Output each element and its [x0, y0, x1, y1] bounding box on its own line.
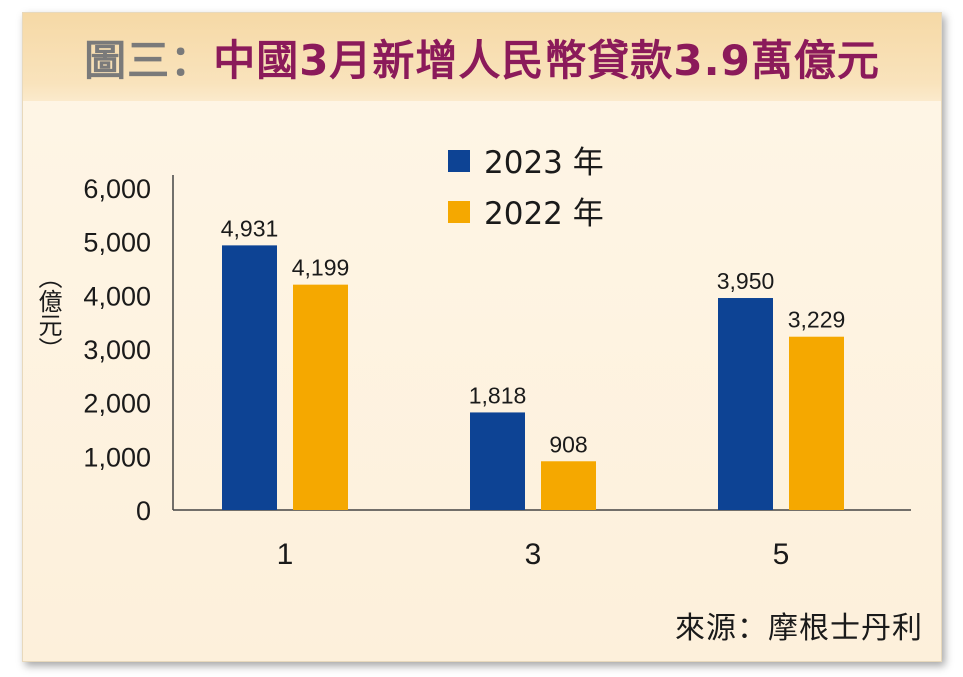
bar-chart: 0 1,000 2,000 3,000 4,000 5,000 6,000 （億元） 4,931… [34, 145, 911, 571]
y-tick-label: 3,000 [83, 335, 151, 365]
data-label: 908 [549, 431, 587, 457]
source-note: 來源：摩根士丹利 [675, 611, 923, 646]
legend-swatch [448, 150, 470, 172]
data-label: 3,229 [788, 307, 846, 333]
bar [293, 284, 348, 510]
chart-card: 圖三： 中國3月新增人民幣貸款3.9萬億元 0 1,000 2,000 3,000 4,… [22, 12, 942, 662]
legend-swatch [448, 201, 470, 223]
y-tick-label: 6,000 [83, 174, 151, 204]
x-tick-label: 1 [277, 538, 294, 571]
chart-title: 圖三： 中國3月新增人民幣貸款3.9萬億元 [23, 13, 941, 101]
y-axis-label: （億元） [34, 265, 62, 361]
y-tick-label: 1,000 [83, 442, 151, 472]
data-label: 4,931 [221, 215, 279, 241]
title-main: 中國3月新增人民幣貸款3.9萬億元 [213, 35, 880, 85]
y-tick-label: 4,000 [83, 281, 151, 311]
legend-label: 2023 年 [484, 145, 604, 181]
y-tick-label: 5,000 [83, 228, 151, 258]
legend-label: 2022 年 [484, 196, 604, 232]
bar [470, 412, 525, 510]
bar [789, 336, 844, 510]
data-label: 4,199 [292, 255, 350, 281]
bar [541, 461, 596, 510]
data-label: 1,818 [469, 382, 527, 408]
x-tick-label: 3 [525, 538, 542, 571]
data-label: 3,950 [717, 268, 775, 294]
title-prefix: 圖三： [84, 35, 214, 85]
y-tick-label: 2,000 [83, 389, 151, 419]
bar [718, 298, 773, 510]
x-tick-label: 5 [773, 538, 790, 571]
y-tick-label: 0 [136, 496, 151, 526]
bar [222, 245, 277, 510]
